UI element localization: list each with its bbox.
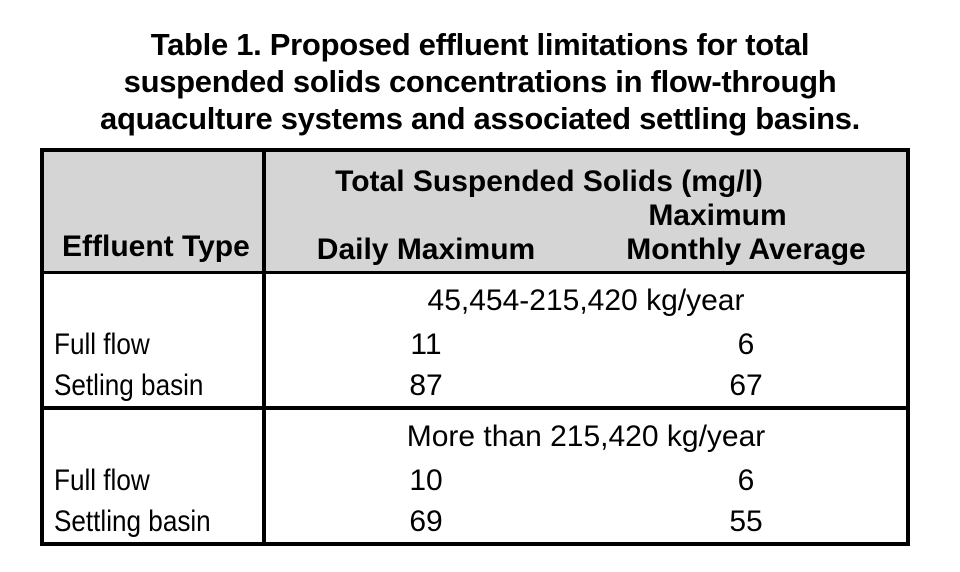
section1-row-settling-basin: 87 67	[266, 365, 906, 406]
section2-span-label: More than 215,420 kg/year	[406, 420, 766, 453]
full-flow-monthly-value: 6	[737, 464, 755, 497]
section1-span-label: 45,454-215,420 kg/year	[427, 284, 745, 317]
header-cell-tss-group: Total Suspended Solids (mg/l) Maximum Da…	[266, 152, 906, 271]
header-spacer	[266, 199, 567, 233]
caption-line-2: suspended solids concentrations in flow-…	[123, 64, 837, 99]
row-label-settling-basin: Setling basin	[54, 365, 262, 406]
settling-basin-label: Setling basin	[54, 369, 204, 402]
label-spacer	[54, 274, 262, 324]
daily-maximum-header: Daily Maximum	[316, 233, 536, 266]
section-high-production: Full flow Settling basin More than 215,4…	[44, 410, 906, 542]
section1-values-column: 45,454-215,420 kg/year 11 6 87 67	[266, 274, 906, 406]
settling-basin-label: Settling basin	[54, 505, 211, 538]
section2-label-column: Full flow Settling basin	[44, 410, 266, 542]
header-subrow-maximum: Maximum	[266, 199, 906, 233]
full-flow-daily-value: 10	[409, 464, 443, 497]
row-label-full-flow: Full flow	[54, 324, 262, 365]
full-flow-label: Full flow	[54, 464, 150, 497]
settling-basin-daily-value: 87	[409, 369, 443, 402]
section2-row-full-flow: 10 6	[266, 460, 906, 501]
full-flow-monthly-value: 6	[737, 328, 755, 361]
row-label-full-flow: Full flow	[54, 460, 262, 501]
tss-group-label: Total Suspended Solids (mg/l)	[335, 165, 763, 198]
label-spacer	[54, 410, 262, 460]
effluent-type-label: Effluent Type	[62, 230, 250, 263]
section2-row-settling-basin: 69 55	[266, 501, 906, 542]
settling-basin-monthly-value: 67	[729, 369, 763, 402]
caption-line-1: Table 1. Proposed effluent limitations f…	[150, 27, 810, 62]
full-flow-daily-value: 11	[410, 328, 442, 361]
header-cell-effluent-type: Effluent Type	[44, 152, 266, 271]
header-subrow-columns: Daily Maximum Monthly Average	[266, 233, 906, 267]
row-label-settling-basin: Settling basin	[54, 501, 262, 542]
full-flow-label: Full flow	[54, 328, 150, 361]
table-header-row: Effluent Type Total Suspended Solids (mg…	[44, 152, 906, 274]
table-caption: Table 1. Proposed effluent limitations f…	[0, 26, 960, 137]
settling-basin-daily-value: 69	[409, 505, 443, 538]
section-low-production: Full flow Setling basin 45,454-215,420 k…	[44, 274, 906, 410]
settling-basin-monthly-value: 55	[729, 505, 763, 538]
caption-line-3: aquaculture systems and associated settl…	[100, 101, 860, 136]
monthly-average-header-line1: Maximum	[648, 199, 787, 232]
section2-values-column: More than 215,420 kg/year 10 6 69 55	[266, 410, 906, 542]
effluent-limitations-table: Effluent Type Total Suspended Solids (mg…	[40, 148, 910, 546]
monthly-average-header-line2: Monthly Average	[626, 233, 866, 266]
section1-row-full-flow: 11 6	[266, 324, 906, 365]
section1-label-column: Full flow Setling basin	[44, 274, 266, 406]
